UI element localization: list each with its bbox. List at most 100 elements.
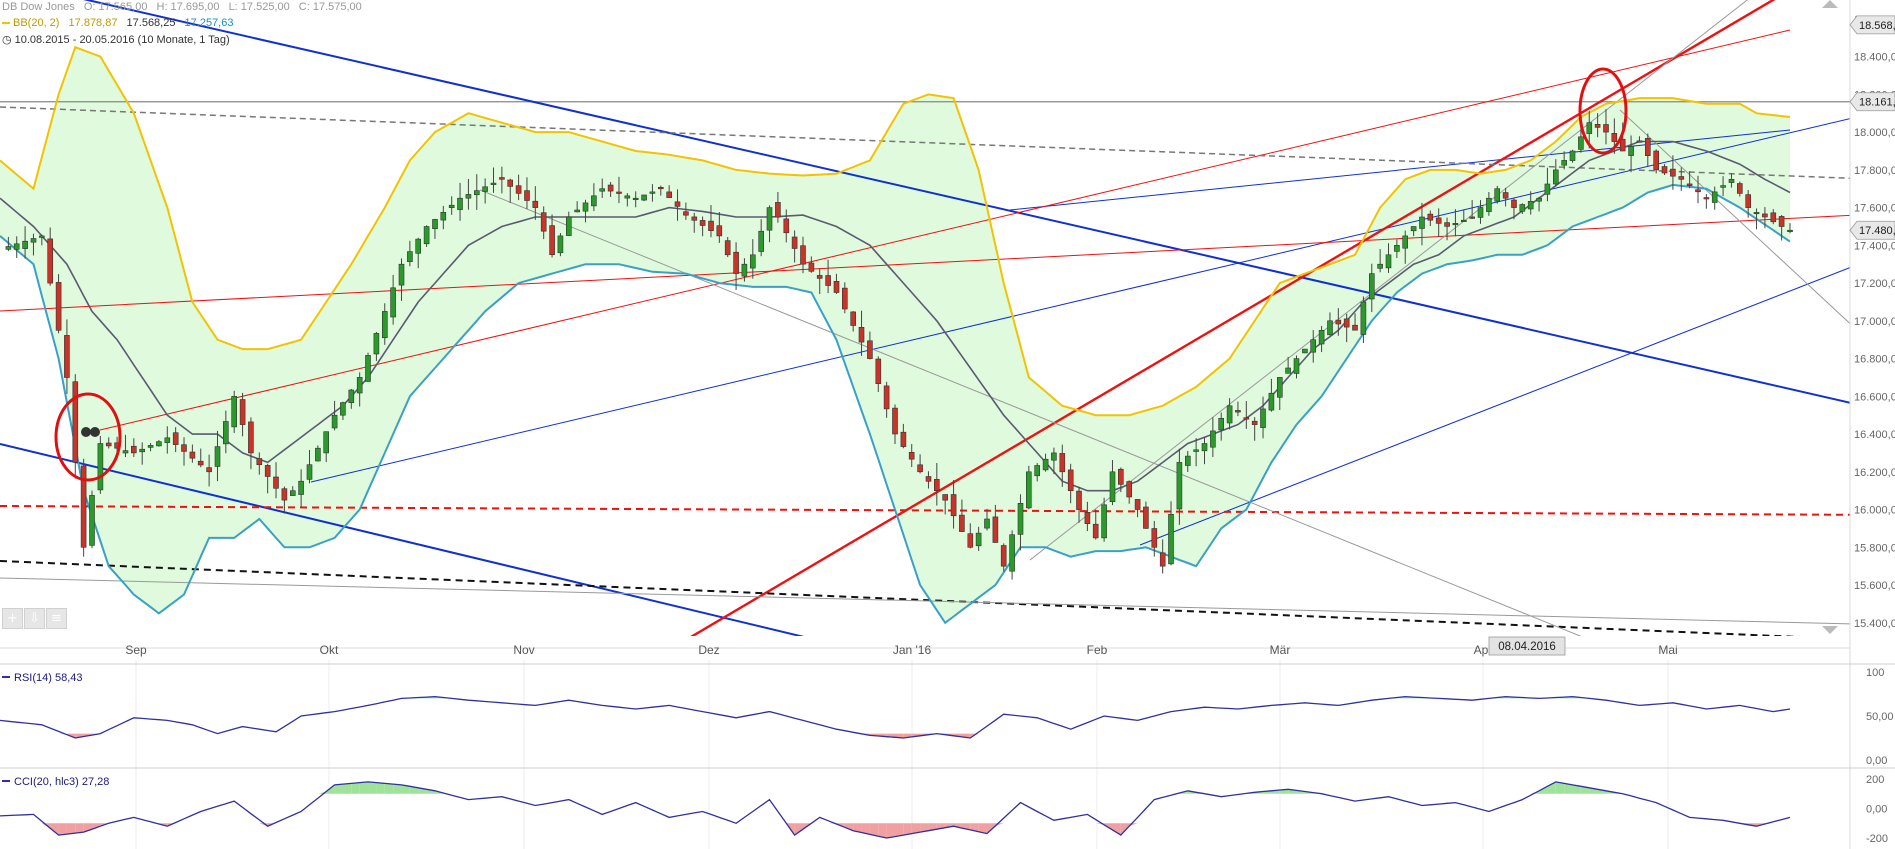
reset-button[interactable]: ≡ (46, 608, 67, 629)
candle-body (1787, 229, 1793, 232)
candle (457, 182, 463, 221)
candle (1243, 401, 1250, 429)
bb-lower-value: 17.257,63 (184, 17, 234, 29)
candle-body (649, 191, 656, 194)
candle (641, 194, 647, 202)
bb-upper-line (0, 45, 1791, 417)
candle (1695, 175, 1701, 204)
candle-body (875, 358, 882, 385)
y-tick-label: 16.400,00 (1854, 429, 1895, 441)
candle (624, 193, 631, 207)
candle (1151, 520, 1158, 557)
candle-body (908, 451, 915, 460)
y-tick-label: 16.000,00 (1854, 505, 1895, 517)
trend-gray-thin-2 (479, 189, 1582, 636)
candle (908, 444, 915, 468)
candle (1410, 226, 1417, 237)
candle (1569, 149, 1576, 163)
cci-overbought-fill (1580, 786, 1590, 794)
price-tag-label: 18.161,00 (1859, 97, 1895, 109)
cci-oversold-fill (861, 823, 870, 835)
candle-body (607, 184, 614, 192)
candle-body (1778, 216, 1785, 227)
candle (1594, 113, 1601, 138)
candle-body (800, 245, 806, 265)
candle (1553, 159, 1559, 187)
cci-overbought-fill (1572, 784, 1581, 794)
cci-overbought-fill (351, 782, 360, 794)
candle-body (457, 197, 463, 210)
candle (1285, 356, 1291, 374)
cci-overbought-fill (368, 781, 377, 794)
candle-body (490, 182, 497, 185)
candle (482, 178, 488, 204)
candle-body (1628, 146, 1634, 156)
open-value: O: 17.565,00 (83, 1, 148, 13)
candle-body (1310, 339, 1316, 353)
candle-body (657, 187, 664, 190)
candle (1385, 243, 1392, 273)
candle (22, 226, 28, 259)
candle (1000, 543, 1007, 572)
candle-body (1026, 471, 1032, 509)
rsi-y-label: 100 (1866, 667, 1884, 679)
bb-middle-line (0, 140, 1791, 492)
candle-body (616, 191, 622, 194)
candle-body (507, 179, 514, 187)
candle-body (1452, 223, 1459, 226)
candle (758, 219, 765, 257)
y-tick-label: 15.400,00 (1854, 618, 1895, 630)
candle (89, 490, 95, 549)
candle-body (549, 225, 555, 256)
cci-overbought-fill (409, 786, 419, 794)
candle-body (105, 442, 112, 447)
candle-body (1009, 534, 1015, 572)
candle (632, 191, 639, 208)
candle-body (524, 190, 530, 201)
scroll-up-icon (1822, 0, 1838, 8)
candle-body (1134, 499, 1141, 510)
cci-oversold-fill (953, 823, 962, 829)
candle-body (515, 185, 522, 194)
candle (875, 356, 882, 392)
candle-body (867, 340, 873, 359)
candle (1251, 417, 1258, 441)
zoom-out-icon-button[interactable]: ⇩ (24, 608, 45, 629)
candle (933, 462, 940, 506)
candle-body (482, 186, 488, 192)
candle (298, 469, 304, 507)
cci-oversold-fill (928, 823, 937, 831)
candle (1092, 509, 1099, 540)
candle-body (775, 202, 781, 218)
candle (55, 274, 62, 334)
candle-body (1770, 212, 1777, 223)
candle (1377, 249, 1383, 273)
candle (540, 206, 547, 240)
candle (64, 319, 70, 394)
candle (1185, 450, 1191, 473)
candle-body (248, 421, 254, 454)
x-tick-label: Okt (320, 643, 339, 657)
candle-body (348, 389, 355, 403)
candle-body (1502, 192, 1509, 199)
candle-body (214, 446, 221, 467)
candle (959, 499, 965, 532)
candle-body (1360, 301, 1367, 335)
candle-body (540, 212, 547, 232)
cci-oversold-fill (970, 823, 979, 832)
cci-line (0, 781, 1791, 839)
candle (1419, 202, 1425, 246)
candle (724, 237, 731, 258)
trend-gray-thin-1 (0, 577, 1850, 625)
candle (1452, 209, 1459, 237)
candle-body (239, 399, 246, 425)
annotation-circle-low (54, 392, 122, 482)
candle (1327, 312, 1333, 336)
candle (398, 258, 405, 301)
zoom-in-button[interactable]: + (2, 608, 23, 629)
candle-body (64, 335, 70, 378)
candle (1260, 396, 1266, 439)
candle-body (273, 476, 279, 489)
candle-body (1703, 197, 1710, 200)
